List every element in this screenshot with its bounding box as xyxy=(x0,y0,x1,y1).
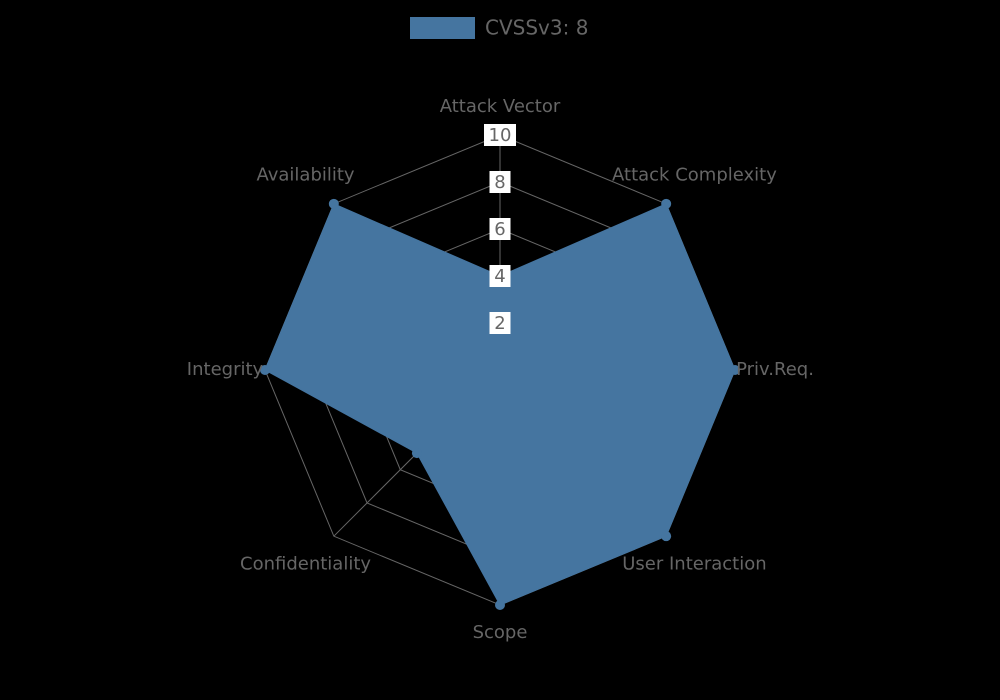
radar-data-marker xyxy=(329,199,339,209)
axis-label: Priv.Req. xyxy=(736,359,814,380)
tick-label: 4 xyxy=(494,266,505,287)
legend-label: CVSSv3: 8 xyxy=(485,16,588,40)
legend-swatch xyxy=(410,17,475,39)
radar-data-marker xyxy=(412,448,422,458)
tick-label: 2 xyxy=(494,313,505,334)
axis-label: Integrity xyxy=(187,359,264,380)
radar-data-marker xyxy=(661,199,671,209)
radar-chart-container: 2 4 6 8 10 Attack Vector Attack Complexity Priv… xyxy=(0,0,1000,700)
chart-legend: CVSSv3: 8 xyxy=(410,16,588,40)
tick-label: 6 xyxy=(494,219,505,240)
axis-label: Attack Complexity xyxy=(612,165,777,186)
axis-label: User Interaction xyxy=(622,553,766,574)
tick-label: 10 xyxy=(489,125,512,146)
axis-label: Availability xyxy=(256,165,354,186)
axis-label: Confidentiality xyxy=(240,553,371,574)
axis-label: Scope xyxy=(473,622,528,643)
radar-chart-svg: 2 4 6 8 10 Attack Vector Attack Complexity Priv… xyxy=(0,0,1000,700)
radar-data-marker xyxy=(495,600,505,610)
radar-data-marker xyxy=(661,531,671,541)
axis-label: Attack Vector xyxy=(440,96,561,117)
tick-label: 8 xyxy=(494,172,505,193)
